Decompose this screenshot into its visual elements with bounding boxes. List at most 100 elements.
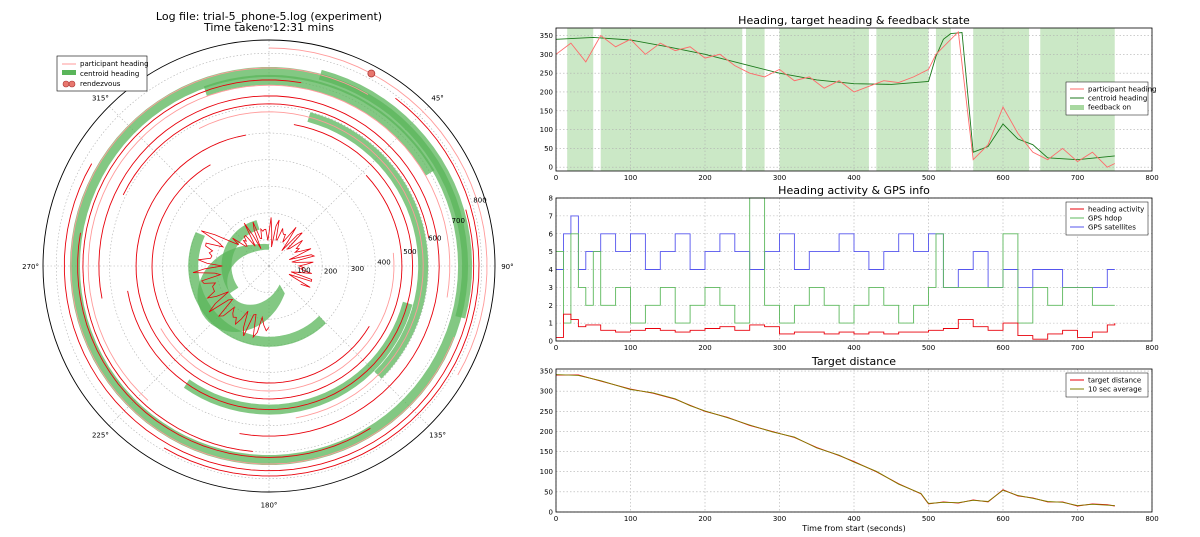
polar-chart: Log file: trial-5_phone-5.log (experimen… bbox=[22, 10, 514, 509]
polar-grid-circle bbox=[188, 185, 350, 347]
polar-legend: participant heading centroid heading rende… bbox=[56, 55, 149, 92]
y-tick-label: 50 bbox=[544, 145, 553, 153]
participant-heading-arc bbox=[163, 97, 480, 477]
feedback-on-span bbox=[567, 28, 594, 171]
polar-radial-label: 500 bbox=[403, 248, 416, 256]
polar-angle-label: 315° bbox=[92, 94, 109, 102]
y-tick-label: 350 bbox=[540, 32, 553, 40]
polar-grid-circle bbox=[55, 52, 483, 480]
y-tick-label: 250 bbox=[540, 408, 553, 416]
x-tick-label: 300 bbox=[773, 174, 786, 182]
x-tick-label: 100 bbox=[624, 344, 637, 352]
polar-grid-circle bbox=[242, 239, 296, 293]
x-tick-label: 200 bbox=[698, 515, 711, 523]
series-line bbox=[556, 313, 1116, 340]
participant-heading-arc bbox=[98, 95, 440, 437]
x-tick-label: 400 bbox=[847, 515, 860, 523]
panel-legend-label: GPS hdop bbox=[1088, 215, 1122, 223]
polar-grid-spoke bbox=[268, 265, 430, 427]
y-tick-label: 150 bbox=[540, 448, 553, 456]
legend-swatch-rendezvous bbox=[62, 80, 70, 88]
series-line bbox=[556, 215, 1115, 288]
feedback-on-span bbox=[745, 28, 765, 171]
participant-heading-arcs bbox=[63, 47, 488, 477]
y-tick-label: 150 bbox=[540, 107, 553, 115]
polar-title-line2: Time taken: 12:31 mins bbox=[203, 21, 334, 34]
polar-grid-spoke bbox=[268, 105, 430, 267]
x-tick-label: 800 bbox=[1145, 344, 1158, 352]
polar-radial-label: 200 bbox=[324, 268, 337, 276]
rendezvous-marker bbox=[367, 69, 376, 78]
x-tick-label: 100 bbox=[624, 515, 637, 523]
heading-panel: Heading, target heading & feedback state… bbox=[540, 14, 1159, 182]
y-tick-label: 2 bbox=[549, 302, 553, 310]
y-tick-label: 8 bbox=[549, 195, 553, 203]
x-axis-label: Time from start (seconds) bbox=[801, 524, 905, 533]
centroid-band-blob bbox=[197, 243, 285, 332]
polar-legend-label: rendezvous bbox=[80, 80, 121, 88]
panel-legend-label: GPS satellites bbox=[1088, 224, 1136, 232]
polar-angle-label: 0° bbox=[265, 25, 273, 33]
x-tick-label: 500 bbox=[922, 344, 935, 352]
y-tick-label: 6 bbox=[549, 230, 554, 238]
polar-grid-circle bbox=[109, 106, 429, 426]
y-tick-label: 0 bbox=[549, 338, 553, 346]
centroid-band-arc bbox=[69, 67, 469, 465]
y-tick-label: 1 bbox=[549, 320, 553, 328]
panel-frame bbox=[555, 27, 1153, 172]
centroid-band-arc bbox=[318, 69, 473, 319]
y-tick-label: 100 bbox=[540, 468, 553, 476]
polar-radial-label: 700 bbox=[452, 217, 465, 225]
series-line bbox=[555, 374, 1115, 507]
series-line bbox=[555, 32, 1115, 161]
y-tick-label: 0 bbox=[549, 164, 553, 172]
y-tick-label: 250 bbox=[540, 70, 553, 78]
y-tick-label: 200 bbox=[540, 88, 553, 96]
polar-legend-label: centroid heading bbox=[80, 70, 139, 78]
panel-legend-label: participant heading bbox=[1088, 86, 1157, 94]
panel-legend-label: feedback on bbox=[1088, 104, 1131, 112]
polar-radial-label: 800 bbox=[473, 196, 486, 204]
panel-legend-label: heading activity bbox=[1088, 206, 1144, 214]
panel-title: Heading, target heading & feedback state bbox=[738, 14, 970, 27]
polar-angle-label: 45° bbox=[431, 94, 443, 102]
x-tick-label: 300 bbox=[773, 344, 786, 352]
feedback-on-span bbox=[876, 28, 929, 171]
participant-heading-arc bbox=[160, 252, 395, 392]
x-tick-label: 800 bbox=[1145, 515, 1158, 523]
polar-angle-label: 225° bbox=[92, 432, 109, 440]
gps-panel: Heading activity & GPS info 0 100 200 300 400… bbox=[549, 184, 1159, 352]
y-tick-label: 4 bbox=[549, 266, 554, 274]
y-tick-label: 5 bbox=[549, 248, 553, 256]
feedback-on-span bbox=[973, 28, 1030, 171]
x-tick-label: 0 bbox=[554, 174, 558, 182]
participant-heading-arc bbox=[151, 164, 370, 384]
polar-radial-label: 300 bbox=[351, 265, 364, 273]
participant-heading-arc bbox=[268, 47, 488, 376]
feedback-on-span bbox=[600, 28, 743, 171]
polar-angle-label: 135° bbox=[429, 432, 446, 440]
polar-radial-label: 600 bbox=[428, 234, 441, 242]
participant-heading-arc bbox=[87, 84, 451, 401]
x-tick-label: 600 bbox=[996, 515, 1009, 523]
y-tick-label: 50 bbox=[544, 488, 553, 496]
y-tick-label: 200 bbox=[540, 428, 553, 436]
y-tick-label: 300 bbox=[540, 388, 553, 396]
panel-legend-label: target distance bbox=[1088, 377, 1141, 385]
legend-swatch bbox=[1070, 105, 1084, 110]
panel-frame bbox=[555, 368, 1153, 513]
panel-title: Heading activity & GPS info bbox=[778, 184, 930, 197]
x-tick-label: 800 bbox=[1145, 174, 1158, 182]
x-tick-label: 0 bbox=[554, 344, 558, 352]
participant-heading-arc bbox=[82, 79, 302, 452]
polar-grid-spoke bbox=[108, 105, 270, 267]
polar-radial-label: 400 bbox=[377, 258, 390, 266]
participant-heading-arc bbox=[63, 163, 475, 472]
panel-title: Target distance bbox=[811, 355, 896, 368]
x-tick-label: 100 bbox=[624, 174, 637, 182]
feedback-on-span bbox=[779, 28, 869, 171]
panel-legend-label: 10 sec average bbox=[1088, 386, 1142, 394]
x-tick-label: 500 bbox=[922, 174, 935, 182]
x-tick-label: 700 bbox=[1071, 344, 1084, 352]
